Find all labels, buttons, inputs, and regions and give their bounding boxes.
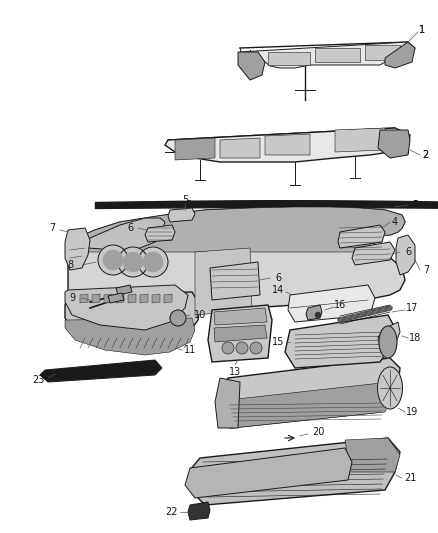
Text: 22: 22 xyxy=(166,507,178,517)
Circle shape xyxy=(118,247,148,277)
Text: 6: 6 xyxy=(275,273,281,283)
Polygon shape xyxy=(218,358,400,428)
Ellipse shape xyxy=(378,367,403,409)
Polygon shape xyxy=(378,130,410,158)
Polygon shape xyxy=(104,294,112,303)
Polygon shape xyxy=(85,218,165,250)
Text: 1: 1 xyxy=(419,25,425,35)
Polygon shape xyxy=(80,294,88,303)
Polygon shape xyxy=(128,294,136,303)
Text: 11: 11 xyxy=(184,345,196,355)
Text: 9: 9 xyxy=(69,293,75,303)
Polygon shape xyxy=(68,207,405,318)
Polygon shape xyxy=(378,322,400,348)
Polygon shape xyxy=(65,292,200,352)
Text: 10: 10 xyxy=(194,310,206,320)
Text: 18: 18 xyxy=(409,333,421,343)
Polygon shape xyxy=(190,438,400,505)
Text: 7: 7 xyxy=(423,265,429,275)
Polygon shape xyxy=(65,318,195,355)
Polygon shape xyxy=(108,293,124,303)
Polygon shape xyxy=(175,138,215,160)
Circle shape xyxy=(103,250,123,270)
Polygon shape xyxy=(365,45,400,60)
Text: 4: 4 xyxy=(392,217,398,227)
Polygon shape xyxy=(338,225,385,248)
Text: 21: 21 xyxy=(404,473,416,483)
Polygon shape xyxy=(214,308,267,325)
Text: 7: 7 xyxy=(49,223,55,233)
Polygon shape xyxy=(185,448,352,498)
Polygon shape xyxy=(210,262,260,300)
Polygon shape xyxy=(345,438,400,472)
Text: 20: 20 xyxy=(312,427,324,437)
Polygon shape xyxy=(335,128,385,152)
Polygon shape xyxy=(116,285,132,295)
Text: 19: 19 xyxy=(406,407,418,417)
Polygon shape xyxy=(165,128,410,162)
Polygon shape xyxy=(306,305,322,320)
Text: 1: 1 xyxy=(419,25,425,35)
Polygon shape xyxy=(195,248,252,315)
Polygon shape xyxy=(65,285,188,330)
Text: 15: 15 xyxy=(272,337,284,347)
Polygon shape xyxy=(215,378,240,428)
Polygon shape xyxy=(268,52,310,65)
Text: 3: 3 xyxy=(412,200,418,210)
Polygon shape xyxy=(116,294,124,303)
Text: 2: 2 xyxy=(422,150,428,160)
Polygon shape xyxy=(65,228,90,270)
Text: 3: 3 xyxy=(412,200,418,210)
Circle shape xyxy=(222,342,234,354)
Circle shape xyxy=(143,252,163,272)
Polygon shape xyxy=(240,42,415,68)
Polygon shape xyxy=(214,325,267,342)
Text: 13: 13 xyxy=(229,367,241,377)
Polygon shape xyxy=(385,42,415,68)
Text: 5: 5 xyxy=(185,200,191,210)
Ellipse shape xyxy=(379,326,397,358)
Polygon shape xyxy=(140,294,148,303)
Circle shape xyxy=(315,312,321,318)
Circle shape xyxy=(236,342,248,354)
Polygon shape xyxy=(145,225,175,242)
Polygon shape xyxy=(265,134,310,155)
Text: 2: 2 xyxy=(422,150,428,160)
Polygon shape xyxy=(164,294,172,303)
Polygon shape xyxy=(288,285,375,322)
Polygon shape xyxy=(68,207,405,252)
Polygon shape xyxy=(222,382,392,428)
Polygon shape xyxy=(285,315,395,368)
Polygon shape xyxy=(220,138,260,158)
Circle shape xyxy=(123,252,143,272)
Circle shape xyxy=(98,245,128,275)
Text: 6: 6 xyxy=(127,223,133,233)
Polygon shape xyxy=(168,208,195,222)
Text: 23: 23 xyxy=(32,375,44,385)
Polygon shape xyxy=(92,294,100,303)
Text: 8: 8 xyxy=(67,260,73,270)
Text: 16: 16 xyxy=(334,300,346,310)
Text: 14: 14 xyxy=(272,285,284,295)
Polygon shape xyxy=(40,360,162,382)
Text: 17: 17 xyxy=(406,303,418,313)
Polygon shape xyxy=(208,305,272,362)
Polygon shape xyxy=(238,52,265,80)
Polygon shape xyxy=(152,294,160,303)
Circle shape xyxy=(138,247,168,277)
Circle shape xyxy=(250,342,262,354)
Polygon shape xyxy=(352,242,395,265)
Circle shape xyxy=(170,310,186,326)
Polygon shape xyxy=(188,502,210,520)
Polygon shape xyxy=(315,48,360,62)
Polygon shape xyxy=(396,235,415,275)
Text: 6: 6 xyxy=(405,247,411,257)
Text: 5: 5 xyxy=(182,195,188,205)
